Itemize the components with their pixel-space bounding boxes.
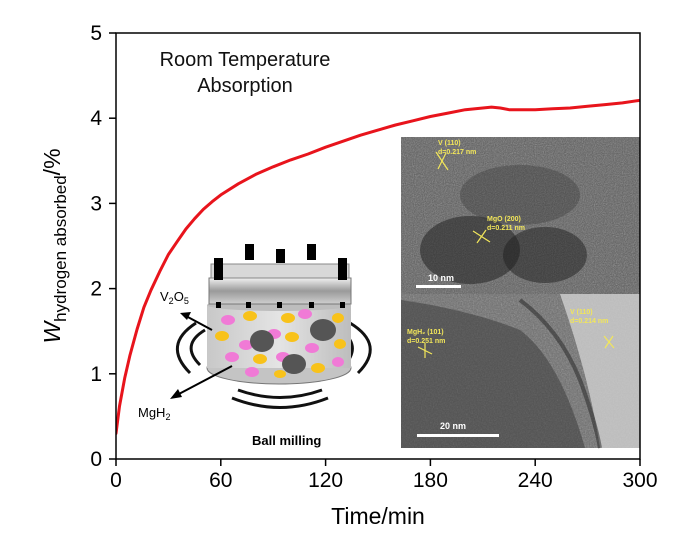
ball-mill-clamps: [214, 244, 347, 280]
x-tick-label-3: 180: [413, 469, 448, 492]
particle-6: [239, 340, 253, 350]
x-axis: 0 60 120 180 240 300: [110, 459, 658, 492]
particle-17: [274, 370, 286, 378]
particle-9: [305, 343, 319, 353]
annotation-line-2: Absorption: [197, 75, 293, 97]
scale-label-top: 10 nm: [428, 273, 454, 283]
particle-10: [334, 339, 346, 349]
tem-image: V (110) d=0.217 nm MgO (200) d=0.211 nm …: [401, 137, 640, 449]
particle-5: [215, 331, 229, 341]
particle-16: [245, 367, 259, 377]
tem-label-v110-right-d: d=0.214 nm: [570, 318, 608, 325]
particle-4: [332, 313, 344, 323]
particle-0: [221, 315, 235, 325]
scale-label-bottom: 20 nm: [440, 421, 466, 431]
ball-mill-lid: [208, 277, 352, 305]
tem-label-v110-top: V (110): [438, 140, 461, 147]
tem-label-v110-right: V (110): [570, 309, 593, 316]
particle-2: [281, 313, 295, 323]
milling-ball-2: [282, 354, 306, 374]
ball-mill-posts: [216, 302, 345, 308]
x-tick-label-2: 120: [308, 469, 343, 492]
x-tick-label-4: 240: [518, 469, 553, 492]
tem-label-mgo-d: d=0.211 nm: [487, 225, 525, 232]
annotation-line-1: Room Temperature: [160, 49, 331, 71]
plot-frame: [115, 32, 641, 460]
y-tick-label-3: 3: [90, 192, 102, 215]
milling-ball-1: [310, 319, 336, 341]
particle-15: [332, 357, 344, 367]
ball-milling-caption: Ball milling: [252, 433, 321, 448]
particle-3: [298, 309, 312, 319]
ball-mill-particles: [215, 309, 346, 378]
milling-ball-0: [250, 330, 274, 352]
x-tick-label-1: 60: [209, 469, 232, 492]
particle-11: [225, 352, 239, 362]
scale-bar-top: [416, 285, 461, 288]
particle-8: [285, 332, 299, 342]
y-axis-title: Whydrogen absorbed/%: [39, 148, 70, 343]
particle-12: [253, 354, 267, 364]
series-layer: [116, 98, 640, 435]
y-tick-label-1: 1: [90, 363, 102, 386]
y-tick-label-4: 4: [90, 107, 102, 130]
tem-label-mgh2-d: d=0.251 nm: [407, 338, 445, 345]
y-axis: 0 1 2 3 4 5: [90, 22, 116, 471]
x-axis-title: Time/min: [331, 503, 425, 529]
y-tick-label-5: 5: [90, 22, 102, 45]
particle-14: [311, 363, 325, 373]
particle-1: [243, 311, 257, 321]
y-tick-label-0: 0: [90, 448, 102, 471]
series-line-0: [116, 98, 640, 435]
label-v2o5: V2O5: [160, 289, 189, 306]
tem-label-v110-top-d: d=0.217 nm: [438, 149, 476, 156]
label-mgh2: MgH2: [138, 405, 170, 422]
scale-bar-bottom: [417, 434, 499, 437]
ball-mill-schematic: V2O5 MgH2 Ball milling: [138, 244, 372, 448]
tem-label-mgh2: MgH₂ (101): [407, 329, 444, 336]
x-tick-label-5: 300: [622, 469, 657, 492]
tem-label-mgo: MgO (200): [487, 216, 521, 223]
x-tick-label-0: 0: [110, 469, 122, 492]
y-tick-label-2: 2: [90, 278, 102, 301]
